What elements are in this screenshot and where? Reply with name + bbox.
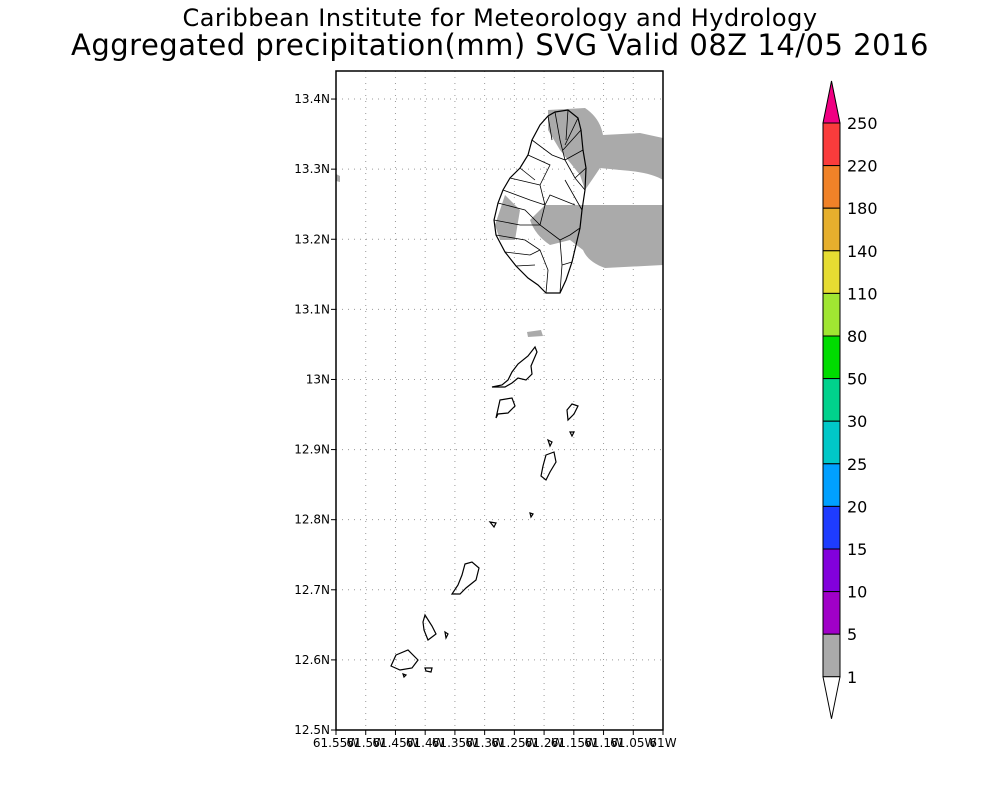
colorbar-label: 25 xyxy=(847,455,867,474)
colorbar-segment xyxy=(822,165,841,209)
colorbar-segment xyxy=(822,548,841,593)
lon-tick-label: 61.55W xyxy=(313,736,359,750)
lat-tick-label: 12.8N xyxy=(294,513,330,527)
lon-tick-label: 61.45W xyxy=(372,736,418,750)
lat-tick-label: 13N xyxy=(306,372,330,386)
colorbar-label: 5 xyxy=(847,625,857,644)
precip-area-north xyxy=(548,108,663,190)
colorbar-label: 15 xyxy=(847,540,867,559)
lat-tick-label: 12.5N xyxy=(294,723,330,737)
colorbar-label: 1 xyxy=(847,668,857,687)
institution-title: Caribbean Institute for Meteorology and … xyxy=(182,4,818,32)
colorbar-label: 220 xyxy=(847,157,878,176)
lon-tick-label: 61.15W xyxy=(551,736,597,750)
colorbar-label: 110 xyxy=(847,284,878,303)
colorbar-top-arrow xyxy=(822,80,841,124)
lon-tick-label: 61.4W xyxy=(406,736,445,750)
colorbar-segment xyxy=(822,591,841,635)
colorbar-label: 20 xyxy=(847,497,867,516)
lon-tick-label: 61.3W xyxy=(465,736,504,750)
lon-tick-label: 61.35W xyxy=(432,736,478,750)
lon-tick-label: 61.05W xyxy=(610,736,656,750)
longitude-axis: 61.55W61.5W61.45W61.4W61.35W61.3W61.25W6… xyxy=(313,730,677,750)
colorbar-segment xyxy=(822,207,841,252)
colorbar-segment xyxy=(822,292,841,337)
colorbar-segment xyxy=(822,122,841,167)
lat-tick-label: 13.3N xyxy=(294,162,330,176)
precip-shading xyxy=(336,108,663,337)
colorbar-bottom-arrow xyxy=(822,676,841,719)
lon-tick-label: 61.25W xyxy=(491,736,537,750)
lon-tick-label: 61W xyxy=(649,736,676,750)
colorbar-label: 80 xyxy=(847,327,867,346)
colorbar-label: 180 xyxy=(847,199,878,218)
precip-area-edge xyxy=(336,174,340,182)
colorbar-segment xyxy=(822,250,841,294)
colorbar-segment xyxy=(822,463,841,507)
colorbar-label: 10 xyxy=(847,583,867,602)
map-gridlines xyxy=(336,71,663,730)
grenadines-islands xyxy=(390,345,579,679)
lat-tick-label: 13.1N xyxy=(294,302,330,316)
lat-tick-label: 12.6N xyxy=(294,653,330,667)
lat-tick-label: 13.2N xyxy=(294,232,330,246)
lon-tick-label: 61.5W xyxy=(346,736,385,750)
precip-area-small xyxy=(527,330,543,337)
map-frame xyxy=(335,70,664,731)
lon-tick-label: 61.2W xyxy=(525,736,564,750)
colorbar-segment xyxy=(822,420,841,465)
precip-area-east xyxy=(530,205,663,268)
colorbar-segment xyxy=(822,633,841,678)
colorbar-label: 30 xyxy=(847,412,867,431)
lat-tick-label: 13.4N xyxy=(294,92,330,106)
lat-tick-label: 12.7N xyxy=(294,583,330,597)
lon-tick-label: 61.1W xyxy=(584,736,623,750)
colorbar-label: 250 xyxy=(847,114,878,133)
precip-area-west xyxy=(495,195,520,240)
map-title: Aggregated precipitation(mm) SVG Valid 0… xyxy=(71,28,929,62)
colorbar-segment xyxy=(822,505,841,550)
colorbar-label: 50 xyxy=(847,370,867,389)
saint-vincent-island xyxy=(493,109,587,294)
colorbar-segment xyxy=(822,335,841,380)
colorbar-label: 140 xyxy=(847,242,878,261)
latitude-axis: 13.4N 13.3N 13.2N 13.1N 13N 12.9N 12.8N 12.7N 12… xyxy=(294,92,336,737)
lat-tick-label: 12.9N xyxy=(294,443,330,457)
colorbar-segment xyxy=(822,378,841,422)
